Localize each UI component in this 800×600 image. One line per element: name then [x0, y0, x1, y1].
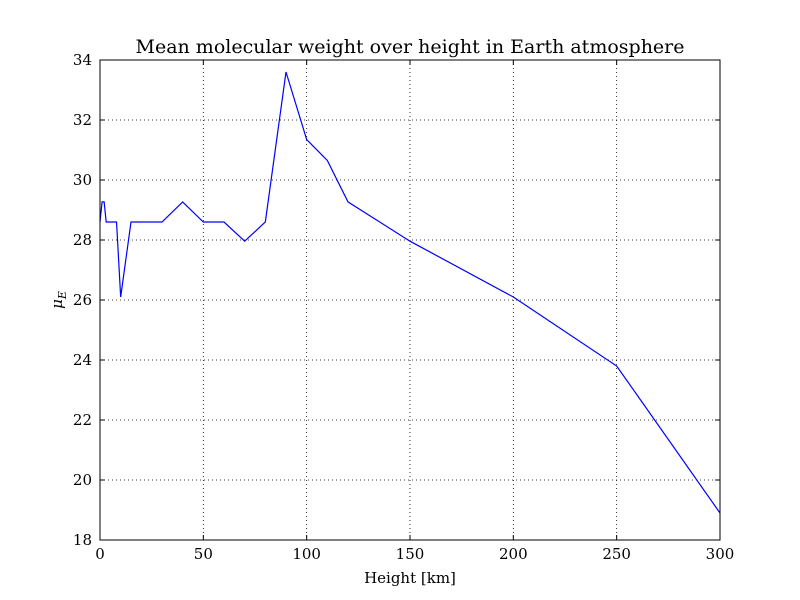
- chart-title: Mean molecular weight over height in Ear…: [136, 36, 685, 58]
- y-tick-label: 26: [73, 291, 92, 309]
- y-tick-label: 22: [73, 411, 92, 429]
- x-tick-label: 100: [292, 545, 321, 563]
- x-tick-label: 0: [95, 545, 105, 563]
- x-tick-label: 200: [499, 545, 528, 563]
- y-tick-label: 34: [73, 51, 92, 69]
- series-line: [99, 71, 721, 514]
- x-tick-label: 50: [194, 545, 213, 563]
- y-tick-label: 30: [73, 171, 92, 189]
- plot-frame: [99, 59, 721, 541]
- x-tick-label: 150: [396, 545, 425, 563]
- grid: [99, 59, 721, 541]
- y-axis-label: μE: [48, 291, 69, 309]
- y-tick-label: 28: [73, 231, 92, 249]
- y-tick-label: 24: [73, 351, 92, 369]
- plot-line-group: [99, 71, 721, 514]
- x-axis-label: Height [km]: [364, 569, 456, 587]
- y-tick-label: 18: [73, 531, 92, 549]
- y-tick-label: 32: [73, 111, 92, 129]
- tick-labels: 0 50 100 150 200 250 300 18 20 22 24 26 28 30 32 34: [73, 51, 734, 563]
- y-tick-label: 20: [73, 471, 92, 489]
- x-tick-label: 300: [706, 545, 735, 563]
- x-tick-label: 250: [602, 545, 631, 563]
